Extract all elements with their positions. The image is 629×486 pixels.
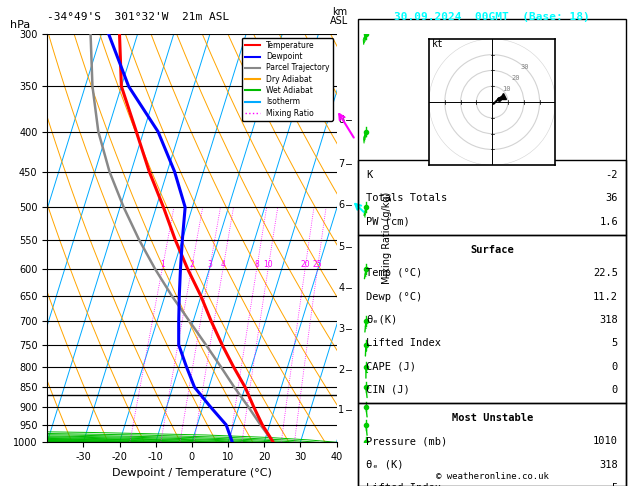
Text: 1: 1 — [338, 404, 345, 415]
Text: -2: -2 — [606, 170, 618, 180]
Text: hPa: hPa — [9, 20, 30, 30]
Bar — [358, 235, 626, 403]
Legend: Temperature, Dewpoint, Parcel Trajectory, Dry Adiabat, Wet Adiabat, Isotherm, Mi: Temperature, Dewpoint, Parcel Trajectory… — [242, 38, 333, 121]
Text: 20: 20 — [511, 75, 520, 81]
Text: Totals Totals: Totals Totals — [366, 193, 448, 204]
Text: Temp (°C): Temp (°C) — [366, 268, 423, 278]
Text: 30: 30 — [521, 64, 529, 70]
Text: 5: 5 — [612, 483, 618, 486]
Text: Surface: Surface — [470, 245, 514, 255]
Text: kt: kt — [432, 39, 444, 49]
Text: 2: 2 — [189, 260, 194, 269]
Text: 5: 5 — [612, 338, 618, 348]
Text: Most Unstable: Most Unstable — [452, 413, 533, 423]
Text: 3: 3 — [338, 324, 345, 333]
Text: CIN (J): CIN (J) — [366, 385, 410, 395]
Text: 25: 25 — [313, 260, 322, 269]
Text: 4: 4 — [221, 260, 225, 269]
Text: 0: 0 — [612, 362, 618, 372]
Text: 4: 4 — [338, 283, 345, 293]
Text: Pressure (mb): Pressure (mb) — [366, 436, 448, 447]
Text: PW (cm): PW (cm) — [366, 217, 410, 227]
Text: -34°49'S  301°32'W  21m ASL: -34°49'S 301°32'W 21m ASL — [47, 12, 230, 22]
Text: 0: 0 — [612, 385, 618, 395]
Text: 6: 6 — [338, 200, 345, 210]
Text: Mixing Ratio (g/kg): Mixing Ratio (g/kg) — [382, 192, 392, 284]
Text: 318: 318 — [599, 315, 618, 325]
Text: θₑ (K): θₑ (K) — [366, 460, 404, 470]
Text: Lifted Index: Lifted Index — [366, 483, 442, 486]
Text: K: K — [366, 170, 372, 180]
Text: 11.2: 11.2 — [593, 292, 618, 302]
Text: θₑ(K): θₑ(K) — [366, 315, 398, 325]
Text: CAPE (J): CAPE (J) — [366, 362, 416, 372]
Text: 8: 8 — [254, 260, 259, 269]
Text: km
ASL: km ASL — [330, 7, 348, 26]
Bar — [358, 160, 626, 235]
X-axis label: Dewpoint / Temperature (°C): Dewpoint / Temperature (°C) — [112, 468, 272, 478]
Text: 1: 1 — [160, 260, 165, 269]
Text: 1010: 1010 — [593, 436, 618, 447]
Text: Lifted Index: Lifted Index — [366, 338, 442, 348]
Text: Dewp (°C): Dewp (°C) — [366, 292, 423, 302]
Text: 22.5: 22.5 — [593, 268, 618, 278]
Text: 3: 3 — [207, 260, 212, 269]
Text: 36: 36 — [606, 193, 618, 204]
Text: 5: 5 — [338, 242, 345, 252]
Text: 8: 8 — [338, 115, 345, 125]
Text: 10: 10 — [502, 86, 510, 92]
Text: 2: 2 — [338, 365, 345, 375]
Text: 30.09.2024  00GMT  (Base: 18): 30.09.2024 00GMT (Base: 18) — [394, 12, 590, 22]
Text: © weatheronline.co.uk: © weatheronline.co.uk — [436, 472, 548, 481]
Text: 20: 20 — [300, 260, 310, 269]
Text: 10: 10 — [264, 260, 273, 269]
Text: 1.6: 1.6 — [599, 217, 618, 227]
Bar — [358, 403, 626, 486]
Text: 318: 318 — [599, 460, 618, 470]
Text: 7: 7 — [338, 159, 345, 169]
